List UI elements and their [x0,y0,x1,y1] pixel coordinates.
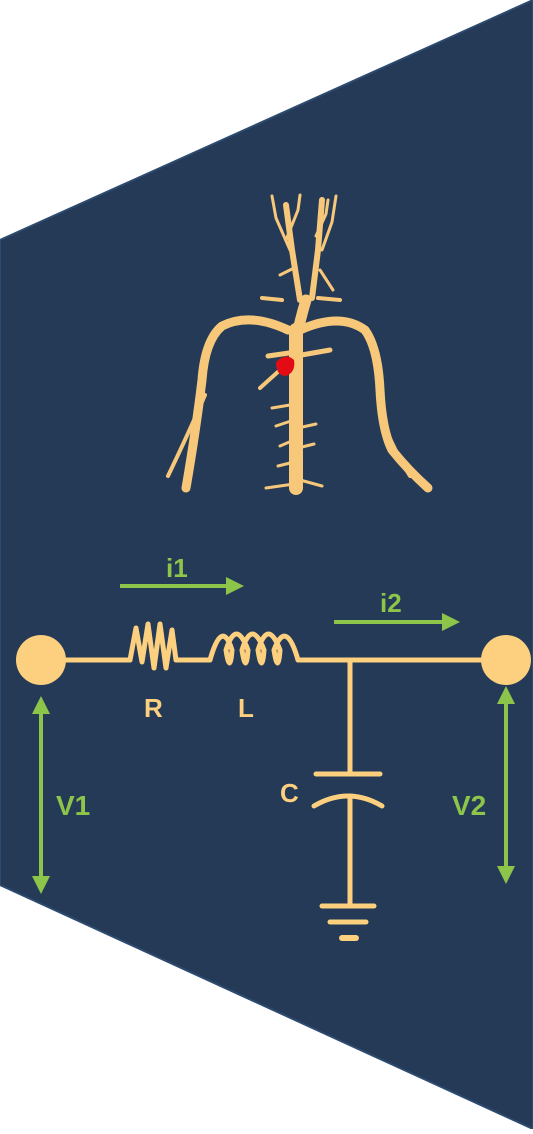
circuit [59,621,487,941]
lesion-marker [276,356,295,376]
resistor [127,621,179,671]
label-R: R [144,693,163,723]
label-C: C [280,778,299,808]
terminal-left [16,635,66,685]
terminal-right [481,635,531,685]
label-i2: i2 [380,588,402,618]
label-V1: V1 [56,790,90,821]
arterial-tree-illustration [166,193,433,495]
voltage-arrows [32,686,515,894]
inductor [207,631,301,666]
current-arrows [120,577,460,631]
label-V2: V2 [452,790,486,821]
label-i1: i1 [166,553,188,583]
label-L: L [238,693,254,723]
